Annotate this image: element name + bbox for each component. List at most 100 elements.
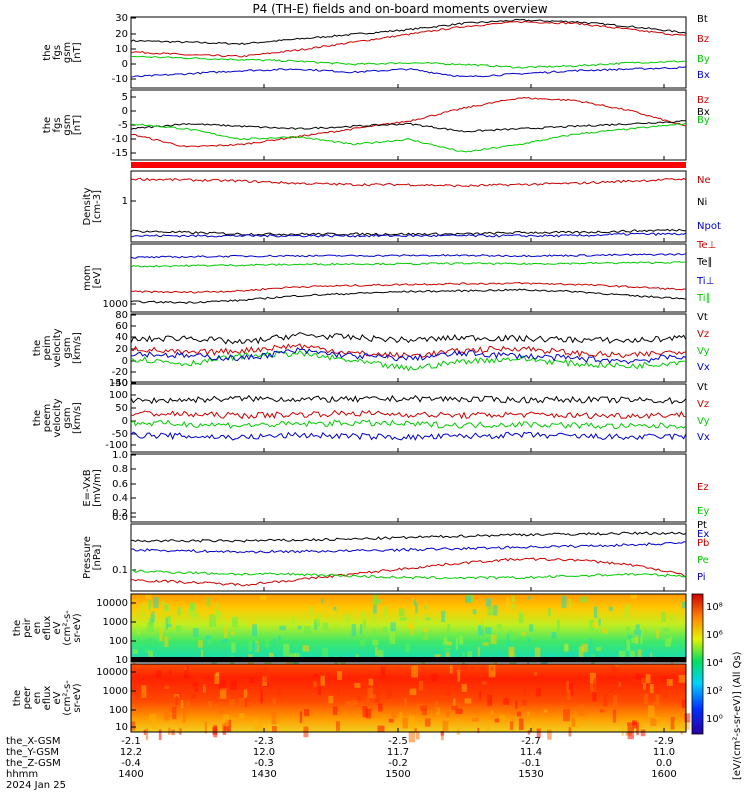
- y-axis-label: peir: [22, 617, 33, 637]
- spectrogram-cell: [390, 622, 396, 632]
- y-axis-label: [nPa]: [92, 544, 103, 570]
- spectrogram-cell: [578, 646, 584, 659]
- spectrogram-cell: [627, 726, 634, 740]
- footer-row-label: the_Y-GSM: [6, 747, 59, 758]
- spectrogram-cell: [164, 685, 170, 689]
- spectrogram-cell: [321, 598, 324, 604]
- y-axis-label: [nT]: [72, 42, 83, 62]
- y-tick-label: 0.0: [112, 512, 128, 523]
- spectrogram-cell: [673, 721, 677, 726]
- spectrogram-cell: [652, 702, 657, 706]
- legend-entry: Te⊥: [696, 240, 716, 251]
- spectrogram-cell: [183, 653, 189, 660]
- spectrogram-cell: [629, 650, 636, 662]
- spectrogram-cell: [563, 709, 570, 722]
- footer-value: 12.2: [120, 747, 142, 758]
- footer-date: 2024 Jan 25: [6, 780, 66, 791]
- spectrogram-cell: [361, 611, 365, 619]
- legend-entry: Bx: [697, 70, 710, 81]
- series-line-Pi: [130, 541, 687, 554]
- spectrogram-cell: [153, 607, 161, 615]
- y-tick-label: 1: [122, 196, 128, 207]
- spectrogram-cell: [434, 700, 439, 712]
- spectrogram-cell: [503, 698, 509, 705]
- y-axis-label: [cm-3]: [92, 190, 103, 223]
- spectrogram-cell: [405, 643, 410, 653]
- spectrogram-gap: [131, 657, 686, 662]
- spectrogram-cell: [172, 616, 176, 629]
- footer-value: 0.0: [656, 758, 672, 769]
- spectrogram-cell: [529, 624, 534, 632]
- spectrogram-cell: [630, 594, 637, 599]
- spectrogram-cell: [206, 596, 211, 607]
- spectrogram-cell: [145, 728, 149, 740]
- spectrogram-cell: [561, 595, 567, 609]
- y-axis-label: the: [42, 44, 53, 60]
- spectrogram-cell: [547, 729, 552, 740]
- spectrogram-cell: [461, 664, 468, 677]
- footer-value: 12.0: [253, 747, 275, 758]
- spectrogram-cell: [222, 723, 227, 735]
- spectrogram-cell: [231, 717, 236, 721]
- plot-frame: [130, 593, 687, 663]
- y-axis-label: Pressure: [82, 536, 93, 579]
- y-tick-label: -50: [112, 429, 128, 440]
- spectrogram-cell: [614, 664, 619, 668]
- footer-value: 1500: [385, 769, 410, 780]
- y-axis-label: eflux: [42, 686, 53, 711]
- spectrogram-cell: [167, 727, 171, 735]
- spectrogram-cell: [299, 711, 303, 724]
- plot-frame: [130, 313, 687, 383]
- spectrogram-cell: [487, 607, 494, 616]
- series-line-Bx: [130, 66, 687, 78]
- spectrogram-cell: [479, 691, 482, 700]
- y-tick-label: 0.1: [112, 565, 128, 576]
- spectrogram-cell: [217, 707, 225, 715]
- spectrogram-cell: [304, 625, 311, 635]
- y-tick-label: 10000: [96, 598, 128, 609]
- y-axis-label: fgs: [52, 45, 63, 60]
- spectrogram-cell: [408, 715, 415, 729]
- spectrogram-cell: [662, 627, 669, 632]
- spectrogram-cell: [423, 614, 426, 619]
- spectrogram-cell: [571, 717, 576, 727]
- colorbar-tick: 10⁸: [706, 602, 723, 613]
- spectrogram-cell: [447, 623, 451, 637]
- y-axis-label: [km/s]: [72, 402, 83, 434]
- spectrogram-cell: [366, 699, 370, 703]
- spectrogram-cell: [363, 619, 366, 629]
- spectrogram-cell: [175, 625, 182, 632]
- spectrogram-cell: [283, 643, 290, 657]
- panel-density: 1 Density [cm-3] Ne Ni Npot: [82, 170, 721, 243]
- colorbar-label: [eV/(cm²-s-sr-eV)] (All Qs): [732, 651, 743, 780]
- spectrogram-cell: [456, 727, 461, 735]
- spectrogram-cell: [523, 689, 526, 698]
- spectrogram-cell: [382, 626, 388, 633]
- legend-entry: Ti⊥: [696, 276, 714, 287]
- spectrogram-cell: [568, 682, 574, 696]
- series-line-Ti∥: [130, 261, 687, 268]
- spectrogram-cell: [681, 699, 686, 709]
- spectrogram-cell: [336, 670, 343, 680]
- spectrogram-cell: [536, 687, 541, 697]
- spectrogram-cell: [534, 647, 541, 658]
- spectrogram-cell: [635, 634, 639, 645]
- spectrogram-cell: [443, 637, 448, 644]
- footer-value: 11.0: [653, 747, 675, 758]
- y-axis-label: the: [12, 620, 23, 636]
- spectrogram-cell: [568, 598, 572, 607]
- spectrogram-cell: [207, 701, 213, 709]
- series-line-Bz: [130, 96, 687, 148]
- spectrogram-cell: [589, 672, 597, 684]
- spectrogram-cell: [636, 722, 639, 736]
- y-axis-label: en: [32, 622, 43, 635]
- spectrogram-cell: [310, 606, 313, 616]
- y-axis-label: velocity: [52, 398, 63, 437]
- spectrogram-cell: [201, 678, 207, 687]
- y-axis-label: peim: [42, 335, 53, 360]
- spectrogram-cell: [144, 649, 152, 653]
- legend-entry: Vy: [697, 346, 710, 357]
- legend-entry: Vx: [697, 432, 710, 443]
- spectrogram-cell: [639, 723, 645, 729]
- y-tick-label: 0.6: [112, 479, 128, 490]
